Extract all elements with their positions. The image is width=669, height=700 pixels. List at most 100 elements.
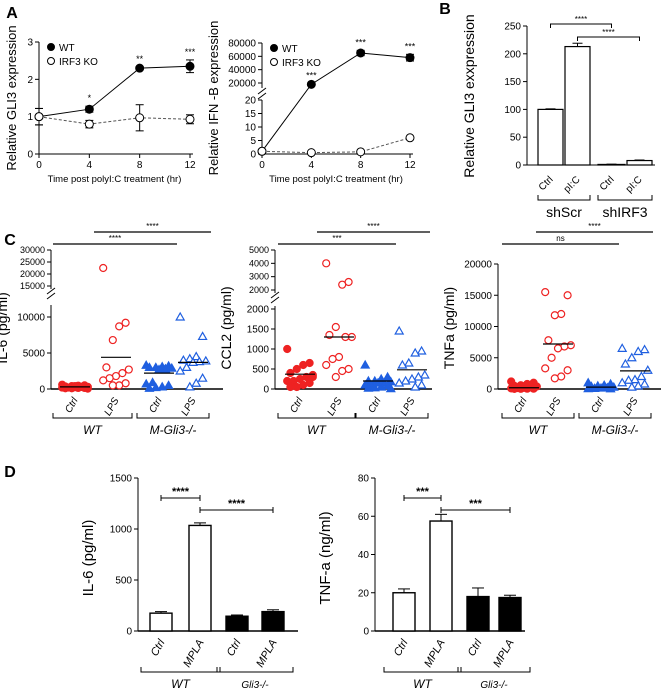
C3-data-point [623,375,634,384]
C3-group-label: M-Gli3-/- [592,423,639,437]
D1-bar [188,524,212,632]
C1-group-bracket [136,413,210,419]
C3-data-point [563,366,572,375]
D1-x-tick-label: MPLA [181,638,206,670]
B-y-tick-label: 100 [504,105,521,116]
C1-data-point [178,354,189,364]
C2-data-point [283,344,292,354]
A2-data-point [356,147,366,157]
C3-significance-label: **** [588,222,600,231]
C3-data-point [550,374,559,383]
C2-y-tick-label: 2000 [247,305,270,316]
C3-y-tick-label: 15000 [464,291,492,302]
C2-data-point [376,381,387,391]
A2-series-line [261,137,411,154]
C1-data-point [191,351,202,361]
B-x-tick-label: pI:C [562,174,583,195]
C2-data-point [363,382,374,392]
C1-x-tick-label: LPS [180,396,199,418]
D2-y-axis-label: TNF-a (ng/ml) [317,511,334,604]
A2-legend-label: WT [282,44,298,55]
C2-data-point [413,371,424,381]
D1-y-axis-label: IL-6 (pg/ml) [80,520,97,597]
D2-significance-bracket [403,495,442,501]
B-y-tick-label: 0 [515,161,521,172]
D1-significance-label: **** [228,498,246,510]
A2-significance-label: *** [306,70,317,80]
D2-y-tick-label: 80 [358,474,370,485]
C1-data-point [163,380,174,389]
B-significance-bracket [577,36,640,41]
A1-x-tick-label: 4 [87,160,93,171]
C1-data-point [175,365,186,375]
C3-data-point [642,365,653,374]
B-significance-label: **** [575,15,587,24]
C2-data-point [369,382,380,392]
C2-data-point [322,259,331,268]
C1-data-point [150,382,161,392]
A1-x-tick-label: 8 [137,160,143,171]
C1-y-tick-label: 20000 [20,269,45,279]
C2-data-point [394,377,405,387]
C1-y-tick-label: 0 [39,385,45,396]
C1-data-point [61,384,70,393]
C2-y-axis-label: CCL2 (pg/ml) [218,286,234,369]
C1-significance-label: **** [109,234,121,243]
D2-group-bracket [383,667,462,673]
C1-y-tick-label: 30000 [20,245,45,255]
C2-data-point [382,371,393,381]
C2-y-tick-label: 1500 [247,325,270,336]
C3-group-label: WT [529,423,549,437]
A1-data-point [84,104,94,114]
D1-bar [149,612,173,632]
C3-x-tick-label: LPS [545,396,564,418]
C1-data-point [108,381,117,390]
A2-y-tick-label: 80000 [228,39,256,50]
C1-data-point [166,362,177,372]
D2-significance-label: *** [416,486,430,498]
C2-group-bracket [355,413,429,419]
A2-y-tick-label: 15 [245,109,257,120]
C2-data-point [410,347,421,357]
C3-data-point [583,383,594,393]
A2-x-axis-label: Time post polyI:C treatment (hr) [269,174,403,185]
C3-data-point [629,374,641,384]
C3-y-tick-label: 0 [486,385,492,396]
D2-bar [392,592,416,632]
B-bar [537,108,564,166]
A1-data-point [135,113,145,123]
C2-data-point [292,364,301,374]
C1-data-point [108,335,117,345]
C2-data-point [397,359,408,369]
A1-legend-label: WT [59,43,75,54]
A2-y-tick-label: 5 [250,136,256,147]
D2-group-label: WT [413,677,433,691]
C1-y-tick-label: 25000 [20,257,45,267]
A1-data-point [185,61,195,71]
B-x-tick-label: Ctrl [537,174,556,193]
panel-letter-b: B [439,1,451,18]
D2-significance-bracket [440,507,511,513]
A2-x-tick-label: 4 [309,160,315,171]
C2-data-point [286,368,295,378]
C1-data-point [99,263,108,273]
C1-axis-break [46,287,56,300]
C1-y-axis-label: IL-6 (pg/ml) [0,292,10,364]
C2-y-tick-label: 500 [252,365,269,376]
D2-bar [498,596,522,632]
C1-y-tick-label: 10000 [17,313,45,324]
D1-bar [261,610,285,632]
C2-x-tick-label: LPS [326,396,345,418]
C2-data-point [416,345,427,355]
D2-y-tick-label: 40 [358,550,370,561]
C3-y-axis-label: TNFa (pg/ml) [441,287,457,369]
A2-legend-marker [270,58,278,66]
A2-series-line [261,52,411,152]
A1-data-point [135,63,145,73]
A1-y-tick-label: 1 [27,112,33,123]
A1-y-tick-label: 2 [27,75,33,86]
D1-bar [225,615,249,632]
B-bar [564,45,591,166]
C1-group-bracket [52,413,133,419]
D2-x-tick-label: MPLA [422,638,447,670]
